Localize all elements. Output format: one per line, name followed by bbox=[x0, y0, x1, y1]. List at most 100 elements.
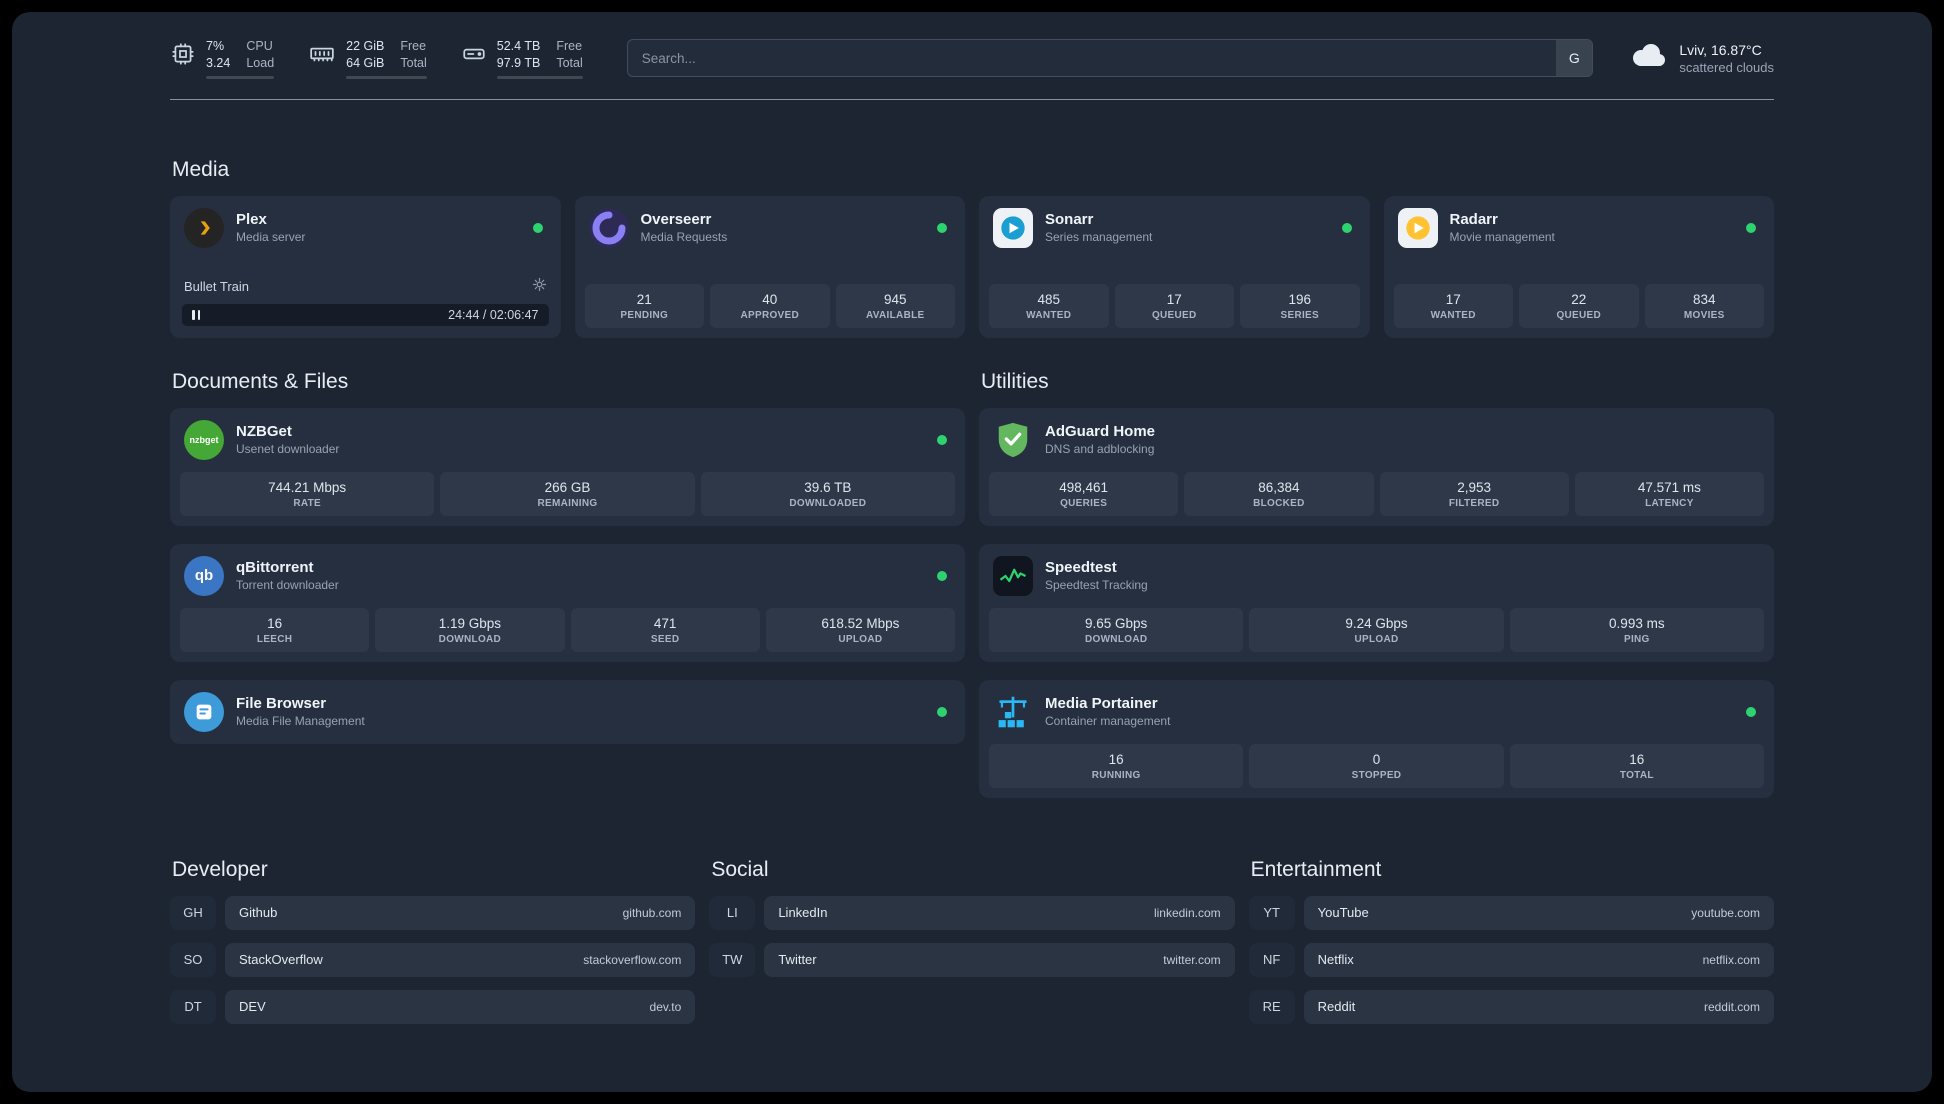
stat-value: 498,461 bbox=[1059, 479, 1109, 495]
section-title-entertainment: Entertainment bbox=[1250, 857, 1382, 881]
service-description: DNS and adblocking bbox=[1045, 442, 1155, 456]
bookmark-abbr: LI bbox=[709, 895, 756, 930]
bookmark-url: github.com bbox=[622, 905, 682, 920]
status-dot bbox=[937, 222, 947, 233]
stat-label: DOWNLOADED bbox=[789, 497, 867, 509]
bookmark-url: twitter.com bbox=[1163, 952, 1221, 967]
pause-icon[interactable] bbox=[192, 309, 200, 320]
stat-value: 0.993 ms bbox=[1609, 615, 1665, 631]
status-dot bbox=[532, 222, 543, 233]
bookmark-abbr: DT bbox=[170, 989, 216, 1024]
bookmark-url: netflix.com bbox=[1702, 952, 1760, 967]
stat-value: 21 bbox=[636, 291, 652, 307]
stat-label: FILTERED bbox=[1448, 497, 1500, 509]
stat-label: QUEUED bbox=[1556, 309, 1602, 321]
bookmark-url: dev.to bbox=[649, 999, 682, 1014]
service-card-portainer[interactable]: Media Portainer Container management 16 … bbox=[979, 679, 1774, 798]
now-playing-title: Bullet Train bbox=[184, 279, 250, 294]
stat-value: 266 GB bbox=[544, 479, 591, 495]
service-card-filebrowser[interactable]: File Browser Media File Management bbox=[170, 679, 965, 744]
stat-tile: 0.993 ms PING bbox=[1509, 607, 1764, 652]
stat-label: SEED bbox=[650, 633, 680, 645]
bookmark-url: youtube.com bbox=[1691, 905, 1760, 920]
stat-tile: 17 QUEUED bbox=[1114, 283, 1234, 328]
search-input[interactable] bbox=[626, 39, 1594, 78]
qbittorrent-icon: qb bbox=[184, 555, 224, 596]
section-title-developer: Developer bbox=[172, 857, 268, 881]
adguard-icon bbox=[993, 420, 1033, 460]
service-card-speedtest[interactable]: Speedtest Speedtest Tracking 9.65 Gbps D… bbox=[979, 543, 1774, 662]
bookmark-name: LinkedIn bbox=[778, 905, 828, 920]
service-card-adguard[interactable]: AdGuard Home DNS and adblocking 498,461 … bbox=[979, 407, 1774, 526]
stat-label: LEECH bbox=[256, 633, 293, 645]
bookmark-name: StackOverflow bbox=[239, 952, 323, 967]
stat-label: QUEUED bbox=[1151, 309, 1197, 321]
cpu-widget: 7% CPU 3.24 Load bbox=[170, 38, 275, 79]
bookmark-dev[interactable]: DT DEV dev.to bbox=[170, 989, 696, 1024]
stat-value: 618.52 Mbps bbox=[821, 615, 900, 631]
stat-tile: 266 GB REMAINING bbox=[440, 471, 695, 516]
stat-tile: 834 MOVIES bbox=[1644, 283, 1764, 328]
bookmark-abbr: GH bbox=[170, 895, 216, 930]
bookmark-netflix[interactable]: NF Netflix netflix.com bbox=[1248, 942, 1774, 977]
stat-label: DOWNLOAD bbox=[1084, 633, 1148, 645]
filebrowser-icon bbox=[184, 691, 224, 732]
bookmark-stackoverflow[interactable]: SO StackOverflow stackoverflow.com bbox=[170, 942, 696, 977]
stat-label: MOVIES bbox=[1683, 309, 1725, 321]
stat-tile: 471 SEED bbox=[570, 607, 760, 652]
section-social: Social LI LinkedIn linkedin.com TW Twitt… bbox=[709, 857, 1235, 1024]
stat-tile: 16 RUNNING bbox=[989, 743, 1244, 788]
service-card-plex[interactable]: Plex Media server Bullet Train bbox=[170, 195, 561, 338]
service-card-nzbget[interactable]: nzbget NZBGet Usenet downloader 744.21 M… bbox=[170, 407, 965, 526]
disk-widget: 52.4 TB Free 97.9 TB Total bbox=[461, 38, 583, 79]
stat-tile: 9.24 Gbps UPLOAD bbox=[1249, 607, 1504, 652]
service-description: Container management bbox=[1045, 714, 1171, 728]
service-name: File Browser bbox=[236, 695, 327, 712]
service-card-radarr[interactable]: Radarr Movie management 17 WANTED 22 QUE… bbox=[1383, 195, 1774, 338]
service-card-qbittorrent[interactable]: qb qBittorrent Torrent downloader 16 LEE… bbox=[170, 543, 965, 662]
stat-label: BLOCKED bbox=[1253, 497, 1305, 509]
section-title-media: Media bbox=[172, 157, 230, 181]
stat-label: UPLOAD bbox=[838, 633, 883, 645]
bookmark-youtube[interactable]: YT YouTube youtube.com bbox=[1248, 895, 1774, 930]
service-description: Movie management bbox=[1449, 230, 1555, 244]
service-description: Media File Management bbox=[236, 714, 365, 728]
weather-location: Lviv, 16.87°C bbox=[1679, 41, 1762, 58]
section-title-social: Social bbox=[711, 857, 769, 881]
disk-free-value: 52.4 TB bbox=[496, 39, 541, 53]
bookmark-name: Github bbox=[239, 905, 278, 920]
stat-tile: 1.19 Gbps DOWNLOAD bbox=[375, 607, 565, 652]
bookmark-github[interactable]: GH Github github.com bbox=[170, 895, 696, 930]
bookmark-twitter[interactable]: TW Twitter twitter.com bbox=[709, 942, 1235, 977]
memory-total-value: 64 GiB bbox=[346, 56, 385, 71]
search-provider-button[interactable]: G bbox=[1556, 40, 1593, 77]
memory-total-label: Total bbox=[400, 56, 427, 71]
stat-label: WANTED bbox=[1430, 309, 1476, 321]
stat-label: AVAILABLE bbox=[866, 309, 925, 321]
bookmark-abbr: TW bbox=[709, 942, 756, 977]
bookmark-linkedin[interactable]: LI LinkedIn linkedin.com bbox=[709, 895, 1235, 930]
service-card-sonarr[interactable]: Sonarr Series management 485 WANTED 17 Q… bbox=[979, 195, 1370, 338]
service-card-overseerr[interactable]: Overseerr Media Requests 21 PENDING 40 A… bbox=[574, 195, 965, 338]
memory-bar bbox=[346, 75, 427, 79]
plex-icon bbox=[184, 207, 224, 248]
stat-tile: 945 AVAILABLE bbox=[835, 283, 955, 328]
cloud-icon bbox=[1627, 41, 1669, 76]
bookmark-reddit[interactable]: RE Reddit reddit.com bbox=[1248, 989, 1774, 1024]
stat-label: APPROVED bbox=[740, 309, 800, 321]
bookmark-abbr: YT bbox=[1248, 895, 1295, 930]
stat-value: 9.24 Gbps bbox=[1345, 615, 1408, 631]
stat-tile: 17 WANTED bbox=[1393, 283, 1513, 328]
playback-progress-bar[interactable]: 24:44 / 02:06:47 bbox=[182, 303, 549, 326]
gear-icon[interactable] bbox=[532, 277, 547, 297]
stat-tile: 485 WANTED bbox=[989, 283, 1109, 328]
stat-label: REMAINING bbox=[537, 497, 598, 509]
stat-tile: 0 STOPPED bbox=[1249, 743, 1504, 788]
dashboard: 7% CPU 3.24 Load 22 GiB Free 64 Gi bbox=[12, 12, 1932, 1092]
stat-value: 1.19 Gbps bbox=[438, 615, 502, 631]
section-title-documents: Documents & Files bbox=[172, 369, 349, 393]
stat-label: WANTED bbox=[1026, 309, 1072, 321]
status-dot bbox=[937, 434, 947, 445]
stat-tile: 744.21 Mbps RATE bbox=[180, 471, 435, 516]
bookmark-url: stackoverflow.com bbox=[583, 952, 682, 967]
